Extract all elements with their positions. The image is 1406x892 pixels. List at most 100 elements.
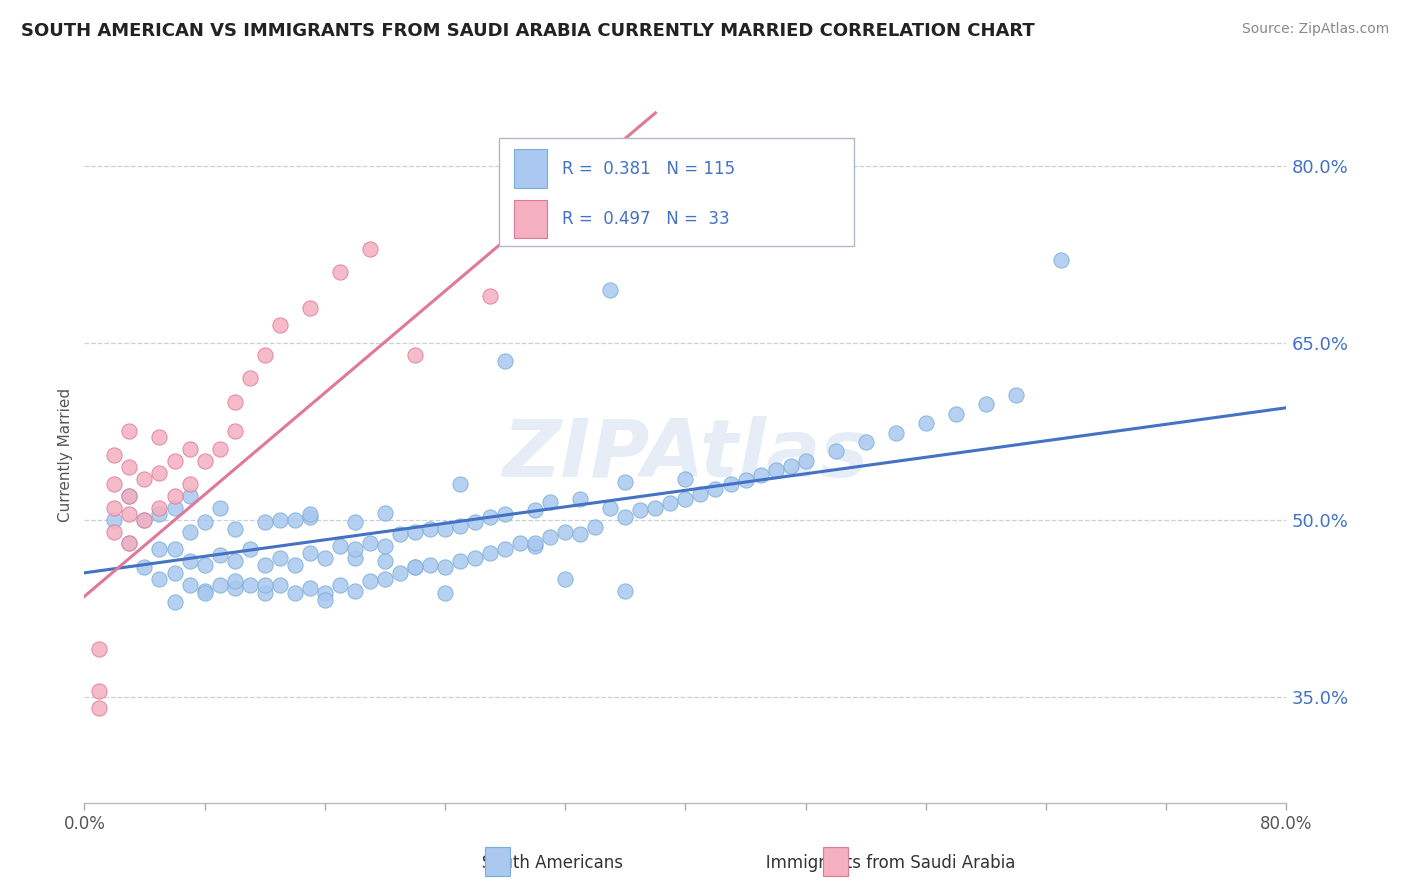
Point [148, 542, 170, 557]
Point [419, 522, 441, 536]
Point [224, 581, 246, 595]
Text: South Americans: South Americans [446, 855, 623, 872]
Point [388, 566, 411, 580]
Point [89, 642, 111, 657]
Point [404, 348, 426, 362]
Point [179, 524, 201, 539]
Point [253, 586, 276, 600]
Point [374, 539, 396, 553]
Point [614, 475, 637, 489]
Point [434, 560, 457, 574]
Point [1005, 388, 1028, 402]
Point [134, 471, 156, 485]
Point [675, 491, 697, 506]
Point [269, 550, 291, 565]
Point [329, 577, 352, 591]
Point [343, 515, 366, 529]
Point [704, 482, 727, 496]
Point [163, 454, 186, 468]
Point [118, 489, 141, 503]
Point [224, 522, 246, 536]
Point [179, 554, 201, 568]
Point [208, 548, 231, 562]
Point [148, 466, 170, 480]
Point [524, 539, 547, 553]
Point [644, 500, 666, 515]
Point [599, 500, 621, 515]
Point [749, 467, 772, 482]
Point [524, 536, 547, 550]
Point [614, 510, 637, 524]
Point [298, 301, 321, 315]
Point [284, 513, 307, 527]
Point [118, 425, 141, 439]
Point [449, 554, 471, 568]
Point [269, 318, 291, 333]
Text: R =  0.381   N = 115: R = 0.381 N = 115 [561, 160, 735, 178]
Point [269, 513, 291, 527]
FancyBboxPatch shape [513, 200, 547, 238]
Point [239, 371, 262, 385]
Point [734, 473, 756, 487]
Point [329, 539, 352, 553]
Point [298, 507, 321, 521]
Point [163, 542, 186, 557]
Point [224, 574, 246, 588]
Point [148, 430, 170, 444]
Point [134, 513, 156, 527]
Point [449, 518, 471, 533]
Point [945, 407, 967, 421]
Point [194, 515, 217, 529]
Point [134, 513, 156, 527]
Point [479, 289, 502, 303]
Point [134, 560, 156, 574]
Point [103, 500, 125, 515]
Point [509, 536, 531, 550]
Point [118, 459, 141, 474]
Point [554, 572, 576, 586]
Point [103, 448, 125, 462]
Point [824, 444, 846, 458]
Point [118, 507, 141, 521]
Point [179, 489, 201, 503]
Point [224, 554, 246, 568]
Point [163, 489, 186, 503]
Point [538, 531, 561, 545]
Point [253, 348, 276, 362]
Text: Immigrants from Saudi Arabia: Immigrants from Saudi Arabia [728, 855, 1015, 872]
Point [224, 425, 246, 439]
Point [374, 572, 396, 586]
Point [569, 491, 592, 506]
Point [163, 500, 186, 515]
Point [794, 454, 817, 468]
Point [374, 554, 396, 568]
Point [253, 577, 276, 591]
Point [208, 500, 231, 515]
Point [298, 546, 321, 560]
Point [194, 583, 217, 598]
Point [554, 524, 576, 539]
Point [314, 586, 336, 600]
Point [103, 477, 125, 491]
Point [253, 558, 276, 572]
Text: R =  0.497   N =  33: R = 0.497 N = 33 [561, 211, 730, 228]
Point [1050, 253, 1073, 268]
Point [118, 536, 141, 550]
Point [359, 574, 381, 588]
Point [974, 397, 997, 411]
Point [434, 586, 457, 600]
Point [179, 442, 201, 456]
Point [314, 550, 336, 565]
Point [479, 546, 502, 560]
Point [359, 536, 381, 550]
Point [404, 560, 426, 574]
Point [569, 527, 592, 541]
Point [404, 560, 426, 574]
Point [884, 425, 907, 440]
Point [779, 458, 801, 473]
Point [374, 506, 396, 520]
Point [434, 522, 457, 536]
Point [614, 583, 637, 598]
Point [118, 536, 141, 550]
Text: SOUTH AMERICAN VS IMMIGRANTS FROM SAUDI ARABIA CURRENTLY MARRIED CORRELATION CHA: SOUTH AMERICAN VS IMMIGRANTS FROM SAUDI … [21, 22, 1035, 40]
